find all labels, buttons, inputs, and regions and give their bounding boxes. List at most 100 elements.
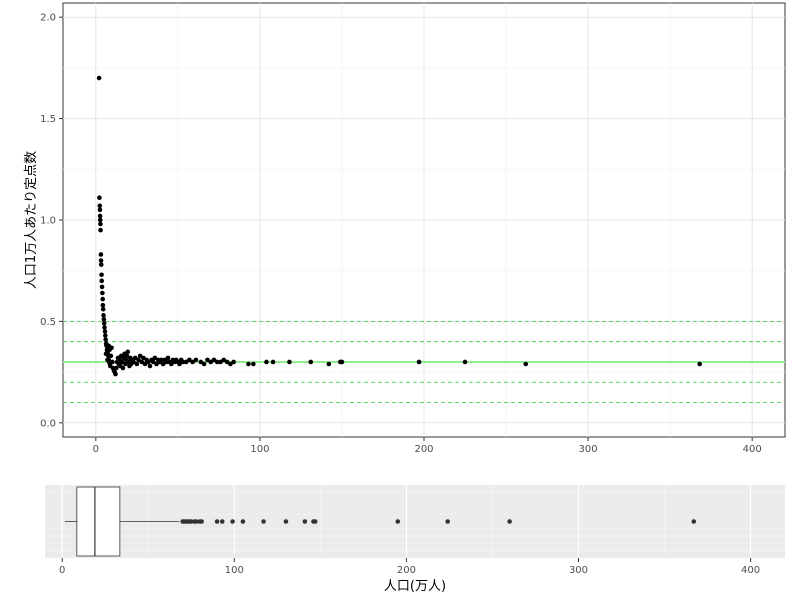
data-point bbox=[99, 278, 105, 284]
data-point bbox=[201, 361, 207, 367]
data-point bbox=[102, 325, 107, 330]
data-point bbox=[147, 363, 153, 369]
data-point bbox=[214, 359, 220, 365]
reference-lines bbox=[63, 321, 785, 403]
data-point bbox=[131, 359, 136, 365]
outlier-point bbox=[219, 519, 225, 524]
data-point bbox=[103, 351, 109, 357]
data-point bbox=[146, 359, 151, 365]
y-tick-label: 1.5 bbox=[40, 114, 56, 125]
data-point bbox=[101, 317, 107, 322]
outlier-point bbox=[194, 519, 199, 524]
box-x-tick-label: 0 bbox=[59, 565, 65, 576]
data-point bbox=[308, 359, 314, 365]
data-point bbox=[697, 361, 702, 367]
data-point bbox=[98, 221, 103, 227]
data-point bbox=[105, 357, 110, 363]
data-point bbox=[136, 357, 141, 363]
data-point bbox=[100, 302, 106, 308]
outlier-point bbox=[230, 519, 235, 524]
data-point bbox=[251, 361, 256, 367]
data-point bbox=[101, 313, 106, 318]
data-point bbox=[97, 207, 103, 213]
data-point bbox=[103, 337, 108, 342]
outlier-point bbox=[240, 519, 246, 524]
data-point bbox=[98, 227, 103, 233]
outlier-point bbox=[261, 519, 266, 524]
data-point bbox=[114, 365, 119, 371]
data-point bbox=[218, 359, 223, 365]
data-point bbox=[101, 321, 107, 326]
scatter-y-axis-title: 人口1万人あたり定点数 bbox=[24, 151, 39, 289]
scatter-plot: 0 100 200 300 400 0.0 0.5 1.0 1.5 2.0 人口1万人あたり定点… bbox=[24, 2, 786, 455]
data-point bbox=[221, 357, 227, 363]
data-point bbox=[150, 359, 156, 365]
x-tick-label: 0 bbox=[93, 444, 99, 455]
data-point bbox=[154, 361, 159, 367]
data-point bbox=[246, 361, 251, 367]
box-x-axis-title: 人口(万人) bbox=[384, 579, 446, 594]
data-point bbox=[97, 213, 103, 219]
outlier-point bbox=[302, 519, 308, 524]
data-point bbox=[160, 361, 166, 367]
data-point bbox=[120, 365, 126, 371]
data-point bbox=[96, 75, 102, 81]
box-x-tick-label: 400 bbox=[741, 565, 760, 576]
box-x-ticks: 0 100 200 300 400 bbox=[59, 558, 760, 576]
data-point bbox=[98, 258, 104, 263]
data-point bbox=[193, 357, 199, 363]
data-point bbox=[152, 355, 158, 361]
iqr-box bbox=[76, 486, 121, 557]
data-point bbox=[165, 355, 171, 361]
box-x-tick-label: 200 bbox=[397, 565, 416, 576]
outlier-point bbox=[214, 519, 220, 524]
data-point bbox=[164, 359, 169, 365]
data-point bbox=[287, 359, 292, 365]
data-point bbox=[123, 361, 128, 367]
scatter-points bbox=[96, 75, 702, 377]
data-point bbox=[326, 361, 332, 367]
box-plot: 0 100 200 300 400 人口(万人) bbox=[45, 484, 785, 594]
data-point bbox=[159, 357, 164, 363]
outlier-point bbox=[188, 519, 194, 524]
data-point bbox=[523, 361, 529, 367]
data-point bbox=[97, 217, 103, 223]
data-point bbox=[97, 203, 103, 209]
x-tick-label: 300 bbox=[579, 444, 598, 455]
box-x-tick-label: 100 bbox=[225, 565, 244, 576]
data-point bbox=[132, 355, 138, 361]
data-point bbox=[224, 359, 230, 365]
data-point bbox=[205, 357, 210, 363]
outlier-point bbox=[507, 519, 512, 524]
data-point bbox=[141, 355, 146, 361]
data-point bbox=[142, 361, 148, 367]
outlier-point bbox=[395, 519, 401, 524]
data-point bbox=[177, 361, 182, 367]
data-point bbox=[125, 349, 131, 355]
data-point bbox=[187, 357, 192, 363]
data-point bbox=[228, 361, 233, 367]
data-point bbox=[98, 262, 104, 267]
data-point bbox=[100, 290, 105, 296]
x-tick-label: 400 bbox=[743, 444, 762, 455]
data-point bbox=[169, 361, 174, 367]
data-point bbox=[462, 359, 468, 365]
y-tick-label: 1.0 bbox=[40, 216, 56, 227]
scatter-y-ticks: 0.0 0.5 1.0 1.5 2.0 bbox=[40, 13, 63, 429]
data-point bbox=[137, 353, 143, 359]
y-tick-label: 0.5 bbox=[40, 317, 56, 328]
data-point bbox=[264, 359, 269, 365]
data-point bbox=[270, 359, 276, 365]
outlier-point bbox=[691, 519, 697, 524]
outlier-point bbox=[312, 519, 318, 524]
data-point bbox=[100, 306, 106, 312]
data-point bbox=[99, 284, 105, 290]
data-point bbox=[108, 353, 114, 359]
data-point bbox=[119, 359, 125, 365]
x-tick-label: 200 bbox=[414, 444, 433, 455]
y-tick-label: 2.0 bbox=[40, 13, 56, 24]
data-point bbox=[231, 359, 236, 365]
data-point bbox=[180, 359, 186, 365]
